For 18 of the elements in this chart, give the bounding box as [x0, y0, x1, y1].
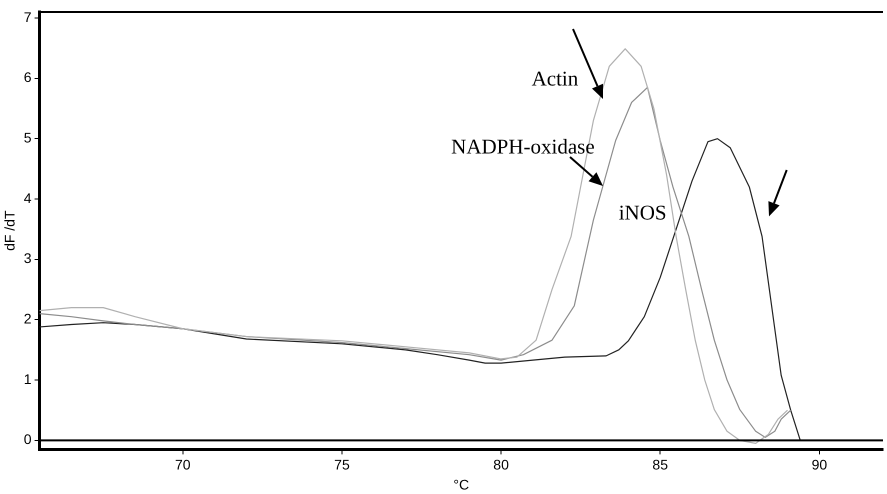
x-tick-label: 75	[334, 456, 350, 473]
x-tick-label: 85	[652, 456, 668, 473]
y-tick-label: 2	[24, 310, 32, 327]
y-tick-label: 3	[24, 250, 32, 266]
x-tick-label: 80	[493, 456, 510, 473]
y-axis-title: dF /dT	[1, 210, 18, 251]
y-tick-label: 1	[24, 370, 32, 387]
annotation: Actin	[532, 66, 578, 90]
annotation: NADPH-oxidase	[451, 134, 595, 158]
y-tick-label: 0	[24, 431, 32, 448]
annotation: iNOS	[618, 200, 667, 225]
x-axis-title: °C	[453, 476, 470, 492]
y-tick-label: 4	[24, 190, 32, 206]
x-tick-label: 90	[812, 456, 828, 473]
y-tick-label: 6	[24, 69, 32, 86]
x-tick-label: 70	[175, 456, 191, 473]
y-tick-label: 5	[24, 130, 32, 146]
y-tick-label: 7	[24, 8, 32, 25]
